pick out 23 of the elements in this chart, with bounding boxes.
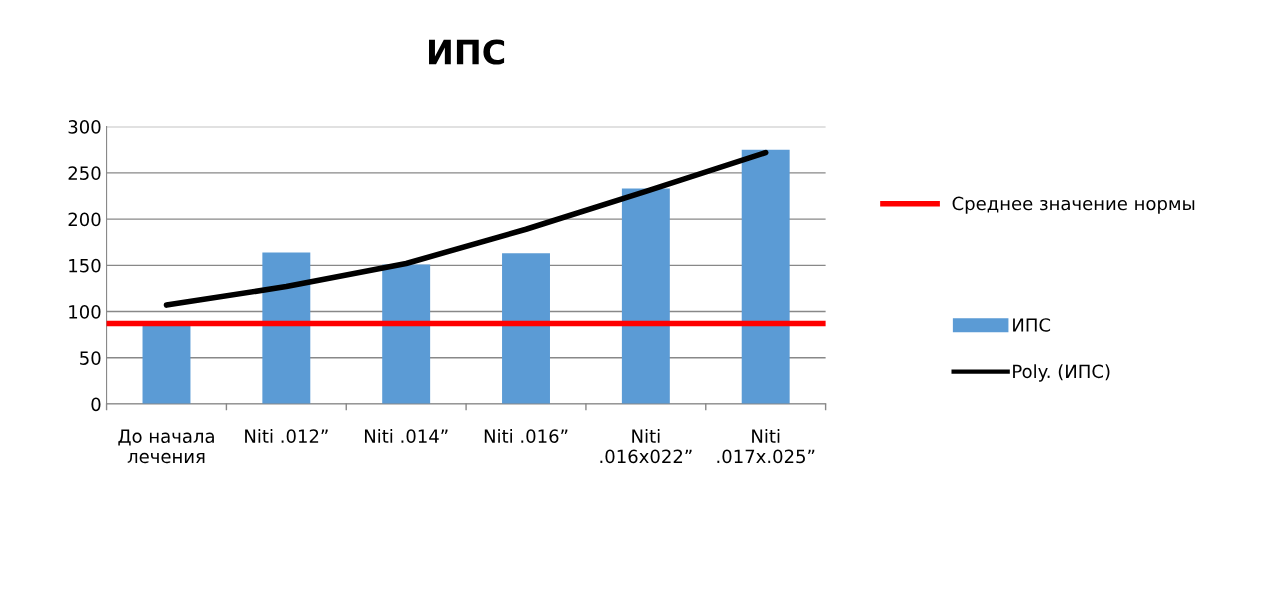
y-tick-label: 300 bbox=[68, 120, 101, 134]
legend-label: Poly. (ИПС) bbox=[1013, 364, 1110, 382]
legend-label: ИПС bbox=[1013, 318, 1051, 332]
y-tick-label: 50 bbox=[80, 351, 101, 365]
bar bbox=[262, 252, 311, 405]
y-tick-label: 200 bbox=[68, 212, 101, 227]
x-tick-label: Niti .012” bbox=[245, 429, 328, 443]
x-tick-label: До начала лечения bbox=[118, 429, 214, 464]
bar bbox=[142, 325, 191, 405]
bar bbox=[741, 149, 790, 405]
y-tick-label: 100 bbox=[69, 305, 101, 319]
y-tick-label: 250 bbox=[68, 166, 101, 180]
y-tick-label: 0 bbox=[91, 397, 101, 412]
x-tick-label: Niti .016x022” bbox=[600, 429, 692, 464]
x-tick-label: Niti .016” bbox=[484, 429, 568, 443]
legend-label: Среднее значение нормы bbox=[952, 196, 1195, 214]
chart-title: ИПС bbox=[429, 39, 505, 65]
bar bbox=[621, 188, 670, 405]
x-tick-label: Niti .017x.025” bbox=[717, 429, 815, 464]
bar bbox=[382, 264, 431, 405]
x-tick-label: Niti .014” bbox=[364, 429, 448, 443]
bar bbox=[502, 253, 550, 405]
y-tick-label: 150 bbox=[69, 258, 101, 273]
